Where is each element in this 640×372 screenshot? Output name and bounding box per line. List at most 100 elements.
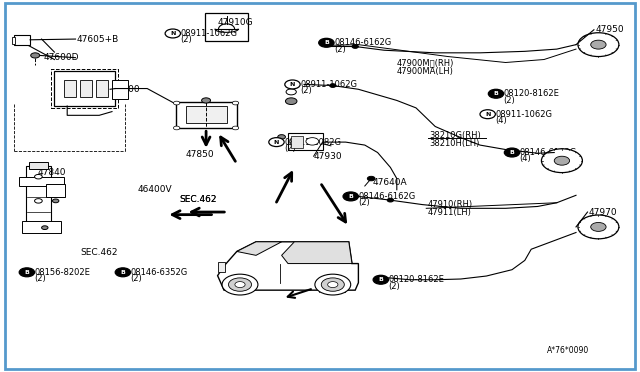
Text: 47605+B: 47605+B bbox=[77, 35, 119, 44]
Text: 47930: 47930 bbox=[314, 152, 342, 161]
Bar bbox=[29, 162, 48, 169]
Text: 08120-8162E: 08120-8162E bbox=[388, 275, 444, 284]
Circle shape bbox=[232, 101, 239, 105]
Circle shape bbox=[315, 274, 351, 295]
Text: 08146-6162G: 08146-6162G bbox=[334, 38, 391, 47]
Bar bbox=[288, 133, 323, 150]
Text: 08146-6352G: 08146-6352G bbox=[131, 268, 188, 277]
Bar bbox=[291, 136, 303, 148]
Circle shape bbox=[31, 53, 40, 58]
Text: 38210G(RH): 38210G(RH) bbox=[429, 131, 481, 140]
Circle shape bbox=[278, 135, 285, 139]
Circle shape bbox=[235, 282, 245, 288]
Text: 47900M　(RH): 47900M (RH) bbox=[397, 59, 454, 68]
Text: (2): (2) bbox=[35, 274, 46, 283]
Bar bbox=[96, 80, 108, 97]
Text: 47640A: 47640A bbox=[372, 178, 407, 187]
Text: SEC.462: SEC.462 bbox=[179, 195, 217, 203]
Text: B: B bbox=[324, 40, 329, 45]
Circle shape bbox=[202, 98, 211, 103]
Circle shape bbox=[269, 138, 284, 147]
Text: 47600: 47600 bbox=[112, 85, 141, 94]
Text: 47850: 47850 bbox=[186, 150, 214, 159]
Bar bbox=[26, 166, 51, 223]
Circle shape bbox=[541, 149, 582, 173]
Circle shape bbox=[173, 101, 180, 105]
Text: 46400V: 46400V bbox=[138, 185, 172, 194]
Text: B: B bbox=[378, 277, 383, 282]
Circle shape bbox=[35, 174, 42, 179]
Bar bbox=[46, 184, 65, 197]
Circle shape bbox=[319, 38, 334, 47]
Text: (2): (2) bbox=[180, 35, 192, 44]
Circle shape bbox=[42, 226, 48, 230]
Circle shape bbox=[578, 215, 619, 239]
Bar bbox=[218, 263, 225, 272]
Circle shape bbox=[480, 110, 495, 119]
Circle shape bbox=[285, 80, 300, 89]
Text: A*76*0090: A*76*0090 bbox=[547, 346, 589, 355]
Bar bbox=[12, 37, 15, 44]
Circle shape bbox=[115, 268, 131, 277]
Text: 38210H(LH): 38210H(LH) bbox=[429, 140, 479, 148]
Circle shape bbox=[321, 278, 344, 291]
Text: B: B bbox=[509, 150, 515, 155]
Text: 47910G: 47910G bbox=[218, 18, 253, 27]
Text: (2): (2) bbox=[284, 144, 296, 153]
Text: 47900MA(LH): 47900MA(LH) bbox=[397, 67, 454, 76]
Circle shape bbox=[554, 156, 570, 165]
Text: SEC.462: SEC.462 bbox=[80, 248, 118, 257]
Text: 47950: 47950 bbox=[595, 25, 624, 34]
Polygon shape bbox=[282, 242, 352, 264]
Text: (2): (2) bbox=[131, 274, 142, 283]
Circle shape bbox=[330, 84, 336, 87]
Text: (4): (4) bbox=[520, 154, 531, 163]
Text: 47910(RH): 47910(RH) bbox=[428, 200, 473, 209]
Circle shape bbox=[165, 29, 180, 38]
Circle shape bbox=[591, 222, 606, 231]
Bar bbox=[64, 80, 76, 97]
Bar bbox=[14, 35, 30, 45]
Text: 08156-8202E: 08156-8202E bbox=[35, 268, 90, 277]
Text: (4): (4) bbox=[495, 116, 507, 125]
Circle shape bbox=[367, 176, 375, 181]
Bar bbox=[22, 221, 61, 232]
Bar bbox=[176, 102, 237, 128]
Circle shape bbox=[35, 199, 42, 203]
Text: 47600D: 47600D bbox=[44, 53, 79, 62]
Bar bbox=[54, 71, 115, 106]
Text: FRONT: FRONT bbox=[319, 286, 349, 295]
Circle shape bbox=[306, 138, 319, 145]
Text: N: N bbox=[274, 140, 279, 145]
Text: N: N bbox=[485, 112, 490, 117]
Text: 08146-6162G: 08146-6162G bbox=[520, 148, 577, 157]
Circle shape bbox=[232, 126, 239, 130]
Circle shape bbox=[504, 148, 520, 157]
Polygon shape bbox=[218, 242, 358, 290]
Circle shape bbox=[52, 199, 59, 203]
Text: 08911-1062G: 08911-1062G bbox=[300, 80, 357, 89]
Bar bbox=[51, 69, 118, 108]
Polygon shape bbox=[237, 242, 282, 255]
Circle shape bbox=[488, 89, 504, 98]
Text: B: B bbox=[348, 194, 353, 199]
Circle shape bbox=[19, 268, 35, 277]
Text: 08120-8162E: 08120-8162E bbox=[504, 89, 559, 98]
Text: 08911-1062G: 08911-1062G bbox=[180, 29, 237, 38]
Circle shape bbox=[578, 33, 619, 57]
Circle shape bbox=[228, 278, 252, 291]
Bar bbox=[80, 80, 92, 97]
Text: SEC.462: SEC.462 bbox=[179, 195, 217, 203]
Circle shape bbox=[352, 45, 358, 48]
Circle shape bbox=[591, 40, 606, 49]
Circle shape bbox=[373, 275, 388, 284]
Text: B: B bbox=[120, 270, 125, 275]
Circle shape bbox=[343, 192, 358, 201]
Text: 08146-6162G: 08146-6162G bbox=[358, 192, 415, 201]
Circle shape bbox=[387, 198, 394, 202]
Circle shape bbox=[173, 126, 180, 130]
Text: N: N bbox=[290, 82, 295, 87]
Circle shape bbox=[285, 98, 297, 105]
Bar bbox=[112, 80, 128, 99]
Circle shape bbox=[328, 282, 338, 288]
